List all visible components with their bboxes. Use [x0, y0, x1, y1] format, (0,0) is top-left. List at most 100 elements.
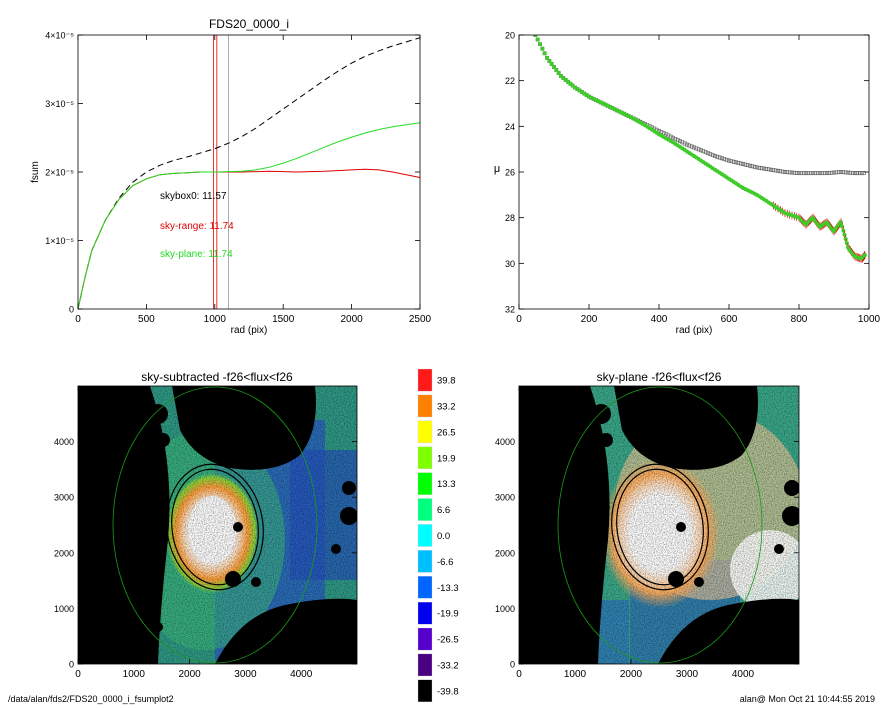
- profile-point-skybox: [829, 170, 834, 175]
- mu-ytick-label: 22: [505, 76, 515, 86]
- image2-ytick-label: 3000: [495, 493, 515, 503]
- profile-point-skyplane: [542, 51, 547, 56]
- fsum-xtick-label: 1000: [204, 314, 227, 325]
- profile-point-skybox: [836, 170, 841, 175]
- sky-subtracted-image: sky-subtracted -f26<flux<f26: [54, 370, 358, 680]
- profile-point-skybox: [694, 146, 699, 151]
- profile-point-skyplane: [549, 61, 554, 66]
- image1-ytick-label: 0: [69, 660, 74, 670]
- profile-point-skybox: [841, 170, 846, 175]
- profile-point-skybox: [682, 141, 687, 146]
- profile-point-skybox: [666, 133, 671, 138]
- profile-point-skybox: [734, 160, 738, 165]
- mu-plot-xlabel: rad (pix): [676, 325, 713, 336]
- mu-plot-ylabel: μ: [494, 163, 500, 175]
- image2-star: [784, 480, 799, 496]
- profile-point-skybox: [738, 161, 743, 166]
- profile-point-skybox: [799, 171, 804, 176]
- image2-ytick-label: 0: [510, 660, 515, 670]
- colorbar-label: -19.9: [437, 609, 459, 620]
- profile-point-skybox: [706, 151, 710, 156]
- profile-point-skybox: [776, 168, 780, 173]
- profile-point-skybox: [675, 138, 680, 142]
- image1-xtick-label: 2000: [178, 669, 201, 680]
- colorbar-swatch: [417, 472, 433, 495]
- profile-point-skybox: [834, 170, 839, 175]
- profile-point-skybox: [659, 130, 664, 134]
- profile-point-skybox: [750, 164, 755, 169]
- image1-mask-bottom: [215, 598, 357, 664]
- image2-ytick-label: 2000: [495, 548, 515, 558]
- image1-mask-lower-left: [78, 644, 140, 664]
- profile-point-skybox: [757, 165, 762, 170]
- colorbar-label: -6.6: [437, 557, 453, 568]
- colorbar-swatch: [417, 653, 433, 677]
- colorbar-swatch: [417, 679, 433, 703]
- mu-ytick-label: 20: [505, 31, 515, 41]
- profile-point-skyplane: [547, 58, 552, 63]
- image2-star: [668, 571, 684, 587]
- image1-xtick-label: 0: [75, 669, 81, 680]
- annotation-skybox0: skybox0: 11.57: [160, 191, 227, 202]
- image1-xtick-label: 4000: [290, 669, 313, 680]
- profile-point-skyplane: [552, 64, 556, 69]
- fsum-ytick-label: 0: [69, 305, 74, 315]
- profile-point-skybox: [804, 171, 808, 176]
- image1-ytick-label: 3000: [54, 493, 74, 503]
- profile-point-skybox: [797, 171, 801, 176]
- profile-point-skybox: [678, 139, 682, 144]
- image2-xtick-label: 3000: [676, 669, 699, 680]
- colorbar-swatch: [417, 550, 433, 573]
- profile-point-skybox: [825, 171, 829, 176]
- image2-star: [676, 522, 686, 532]
- image2-mask-lower-left: [519, 649, 575, 664]
- mu-ytick-label: 24: [505, 122, 515, 132]
- image1-ytick-label: 4000: [54, 437, 74, 447]
- profile-point-skybox: [787, 170, 792, 175]
- colorbar-label: -13.3: [437, 583, 459, 594]
- colorbar-label: -26.5: [437, 635, 459, 646]
- profile-point-skyplane: [862, 252, 867, 257]
- profile-point-skybox: [731, 159, 736, 164]
- fsum-plot-ylabel: fsum: [30, 161, 41, 183]
- image2-title: sky-plane -f26<flux<f26: [597, 370, 722, 384]
- fsum-ytick-label: 3×10⁻⁵: [45, 99, 74, 109]
- image1-xtick-label: 1000: [123, 669, 146, 680]
- profile-point-skybox: [708, 152, 713, 157]
- profile-point-skybox: [752, 164, 757, 169]
- fsum-ytick-label: 2×10⁻⁵: [45, 168, 74, 178]
- profile-point-skybox: [692, 145, 696, 150]
- profile-point-skybox: [806, 171, 811, 176]
- profile-point-skybox: [729, 159, 734, 164]
- image2-star: [694, 577, 704, 587]
- profile-point-skybox: [699, 148, 703, 153]
- profile-point-skybox: [759, 166, 764, 171]
- profile-point-skybox: [843, 170, 848, 175]
- image1-star: [340, 507, 357, 525]
- image1-star: [331, 544, 341, 554]
- profile-point-skybox: [755, 165, 759, 170]
- image2-mask-left: [519, 386, 610, 664]
- fsum-xtick-label: 2500: [409, 314, 432, 325]
- profile-point-skybox: [673, 136, 678, 141]
- annotation-sky-range: sky-range: 11.74: [160, 221, 234, 232]
- image1-star: [156, 433, 170, 447]
- image2-mask-top: [614, 386, 758, 470]
- profile-point-skybox: [727, 158, 731, 163]
- profile-point-skybox: [741, 162, 745, 166]
- profile-point-skybox: [710, 153, 715, 157]
- profile-point-skybox: [850, 171, 855, 175]
- profile-point-skybox: [785, 170, 790, 175]
- profile-point-skybox: [722, 157, 727, 161]
- colorbar-label: 39.8: [437, 376, 456, 387]
- image2-star: [782, 506, 799, 526]
- profile-point-skybox: [668, 134, 673, 139]
- image2-annulus-outer: [611, 463, 709, 591]
- mu-ytick-label: 32: [505, 305, 515, 315]
- profile-point-skybox: [696, 147, 701, 152]
- mu-profile-plot: 0 200 400 600 800 1000 20 22 24 26 28 30 32 rad (pix…: [494, 31, 881, 337]
- colorbar-label: 33.2: [437, 401, 456, 412]
- mu-plot-frame: [518, 34, 870, 310]
- profile-point-skybox: [790, 170, 794, 175]
